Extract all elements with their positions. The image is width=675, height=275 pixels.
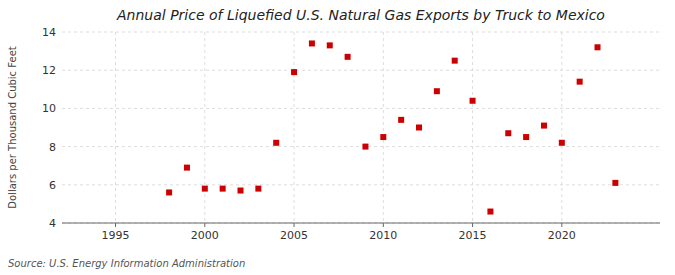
point [505, 130, 511, 136]
x-tick [294, 223, 295, 227]
x-tick-label: 2010 [369, 229, 397, 242]
point [523, 134, 529, 140]
grid-line-x [115, 32, 116, 223]
point [291, 69, 297, 75]
point [255, 186, 261, 192]
source-note: Source: U.S. Energy Information Administ… [8, 258, 245, 269]
point [398, 117, 404, 123]
point [452, 58, 458, 64]
x-tick [472, 223, 473, 227]
grid-line-y [62, 223, 660, 224]
x-ticks: 1995 2000 2005 2010 2015 2020 [102, 223, 576, 242]
point [612, 180, 618, 186]
point [577, 79, 583, 85]
grid-line-x [294, 32, 295, 223]
point [184, 165, 190, 171]
point [238, 188, 244, 194]
y-ticks: 4 6 8 10 12 14 [42, 26, 56, 230]
grid-line-y [62, 146, 660, 147]
points [166, 40, 618, 214]
x-tick-label: 2020 [548, 229, 576, 242]
point [559, 140, 565, 146]
x-tick [115, 223, 116, 227]
y-tick-label: 8 [49, 141, 56, 154]
point [541, 123, 547, 129]
y-tick-label: 6 [49, 179, 56, 192]
point [595, 44, 601, 50]
grid-line-x [383, 32, 384, 223]
grid-line-x [472, 32, 473, 223]
chart: 1995 2000 2005 2010 2015 2020 4 6 8 10 12 14 Annual … [0, 0, 675, 275]
x-tick-label: 2015 [459, 229, 487, 242]
point [220, 186, 226, 192]
x-tick-label: 2005 [280, 229, 308, 242]
grid-line-x [204, 32, 205, 223]
point [470, 98, 476, 104]
point [487, 209, 493, 215]
point [380, 134, 386, 140]
y-tick-label: 10 [42, 102, 56, 115]
x-tick-label: 2000 [191, 229, 219, 242]
x-tick-label: 1995 [102, 229, 130, 242]
grid [62, 32, 660, 223]
x-axis-line [62, 223, 660, 224]
x-tick [561, 223, 562, 227]
y-tick-label: 12 [42, 64, 56, 77]
point [202, 186, 208, 192]
y-tick-label: 14 [42, 26, 56, 39]
title: Annual Price of Liquefied U.S. Natural G… [116, 7, 605, 23]
grid-line-y [62, 184, 660, 185]
point [345, 54, 351, 60]
grid-line-y [62, 70, 660, 71]
grid-line-y [62, 32, 660, 33]
point [434, 88, 440, 94]
point [416, 125, 422, 131]
point [362, 144, 368, 150]
point [166, 189, 172, 195]
x-tick [383, 223, 384, 227]
point [327, 42, 333, 48]
grid-line-y [62, 108, 660, 109]
x-tick [204, 223, 205, 227]
grid-line-x [561, 32, 562, 223]
point [273, 140, 279, 146]
y-axis-label: Dollars per Thousand Cubic Feet [7, 46, 18, 209]
point [309, 40, 315, 46]
y-tick-label: 4 [49, 217, 56, 230]
background [0, 0, 675, 275]
